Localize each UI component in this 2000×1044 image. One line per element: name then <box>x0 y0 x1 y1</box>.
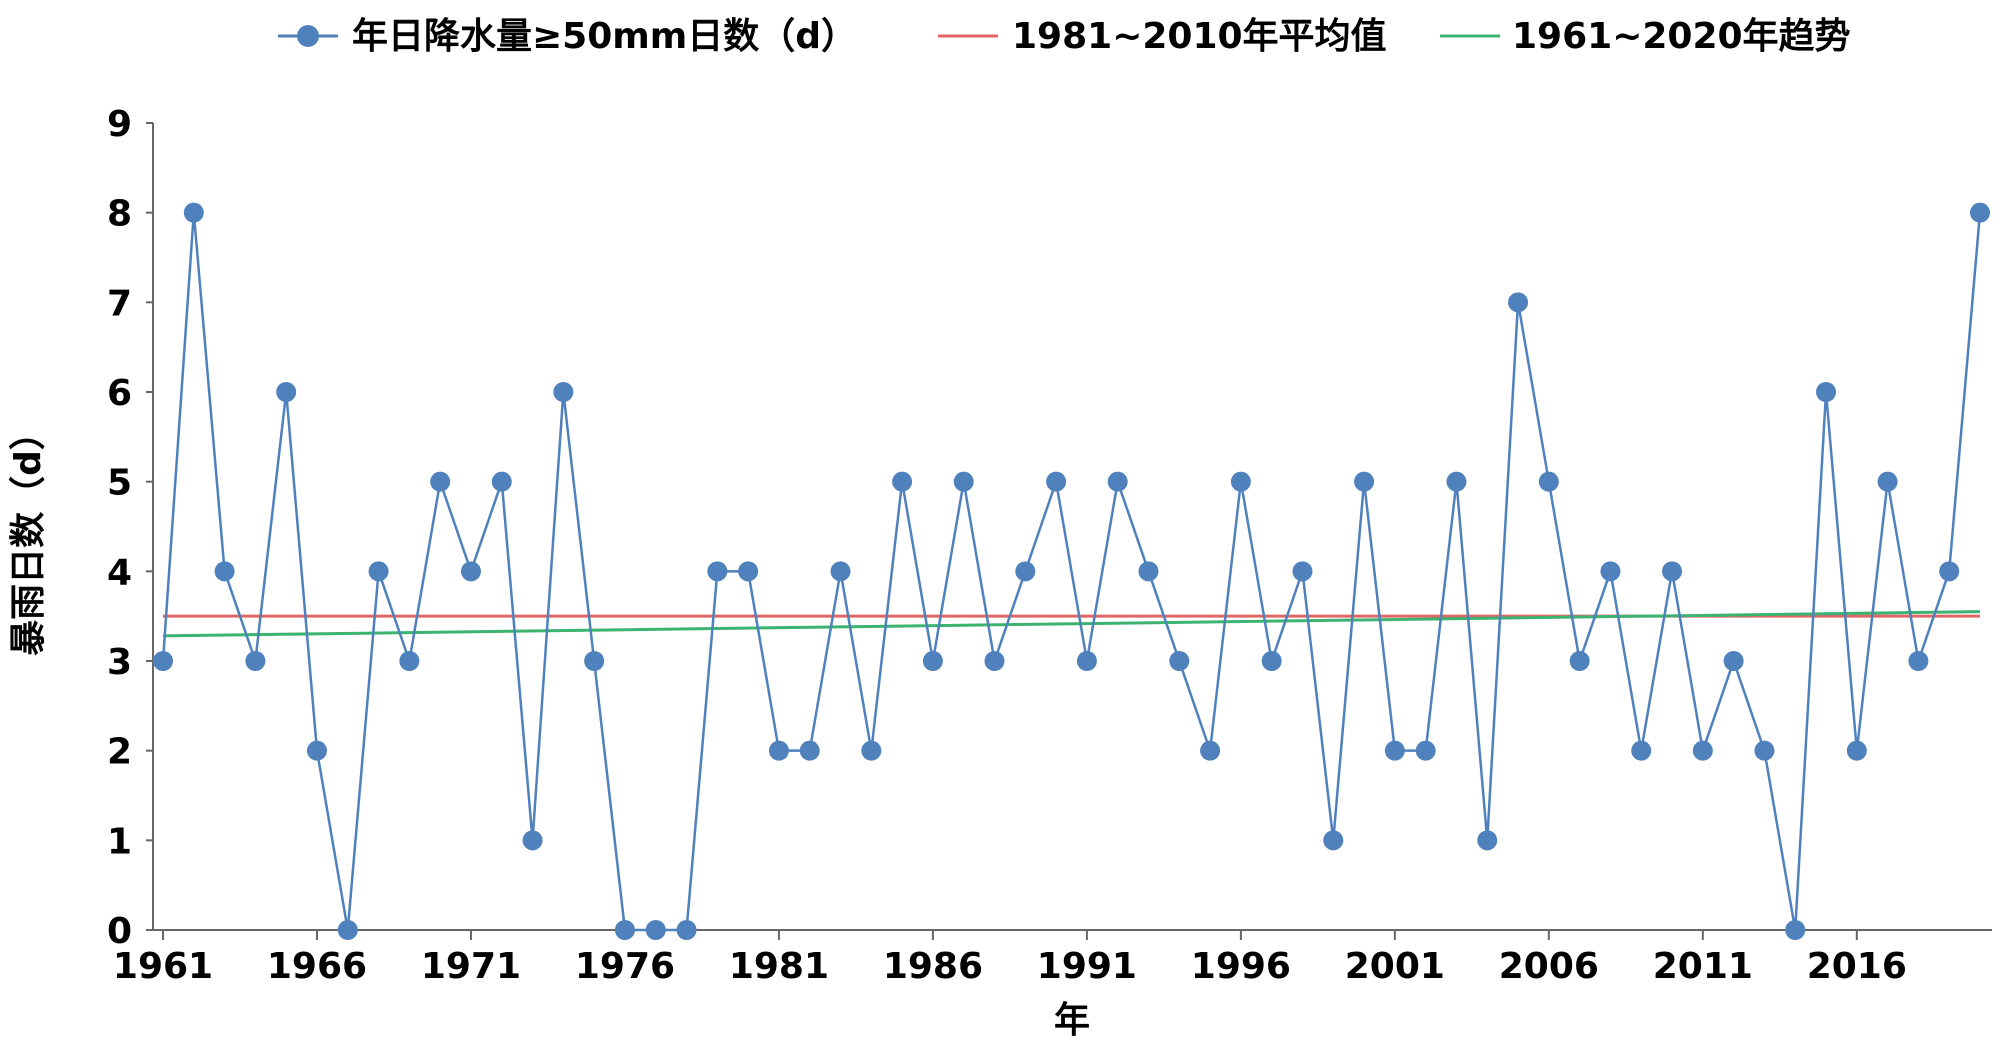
x-tick-label: 1996 <box>1191 946 1291 987</box>
data-point-1973 <box>522 830 543 851</box>
data-point-1991 <box>1076 651 1097 671</box>
data-point-1977 <box>645 920 666 940</box>
data-point-2007 <box>1569 651 1590 671</box>
legend: 年日降水量≥50mm日数（d） 1981~2010年平均值 1961~2020年… <box>278 16 1851 57</box>
data-point-2019 <box>1939 561 1960 582</box>
data-point-1978 <box>676 920 697 940</box>
legend-label-series-2: 1961~2020年趋势 <box>1512 16 1851 57</box>
data-point-1975 <box>584 651 605 671</box>
data-point-1964 <box>245 651 266 671</box>
x-tick-label: 1971 <box>421 946 521 987</box>
data-point-1996 <box>1230 471 1251 492</box>
legend-label-series-0: 年日降水量≥50mm日数（d） <box>352 16 857 57</box>
data-point-2004 <box>1477 830 1498 851</box>
trend-line <box>162 610 1981 638</box>
data-point-2020 <box>1970 202 1990 223</box>
data-point-1969 <box>399 651 420 671</box>
data-point-1971 <box>460 561 481 582</box>
data-point-1997 <box>1261 651 1282 671</box>
legend-item-series-1: 1981~2010年平均值 <box>938 16 1387 57</box>
data-point-1979 <box>707 561 728 582</box>
data-point-2009 <box>1631 740 1652 761</box>
data-point-1967 <box>337 920 358 940</box>
data-point-1988 <box>984 651 1005 671</box>
data-point-1989 <box>1015 561 1036 582</box>
data-point-1985 <box>892 471 913 492</box>
x-tick-label: 2016 <box>1807 946 1907 987</box>
data-point-1961 <box>153 651 173 671</box>
data-point-1968 <box>368 561 389 582</box>
y-tick-label: 4 <box>107 552 132 593</box>
data-point-1963 <box>214 561 235 582</box>
data-point-1970 <box>430 471 451 492</box>
data-point-1998 <box>1292 561 1313 582</box>
y-axis-title: 暴雨日数（d） <box>8 414 49 656</box>
data-point-2016 <box>1846 740 1867 761</box>
y-tick-label: 3 <box>107 642 132 683</box>
y-tick-label: 9 <box>107 104 132 145</box>
data-point-2014 <box>1785 920 1806 940</box>
legend-label-series-1: 1981~2010年平均值 <box>1012 16 1387 57</box>
x-axis-title: 年 <box>1054 1000 1090 1041</box>
y-tick-label: 6 <box>107 373 132 414</box>
data-point-1974 <box>553 382 574 402</box>
x-tick-label: 2006 <box>1499 946 1599 987</box>
data-point-1995 <box>1200 740 1221 761</box>
data-point-1999 <box>1323 830 1344 851</box>
y-tick-label: 5 <box>107 463 132 504</box>
data-point-2000 <box>1354 471 1375 492</box>
data-point-2011 <box>1692 740 1713 761</box>
y-tick-label: 2 <box>107 732 132 773</box>
data-point-1972 <box>491 471 512 492</box>
data-point-1986 <box>922 651 943 671</box>
data-point-1965 <box>276 382 297 402</box>
series-points <box>153 202 1990 940</box>
y-tick-label: 1 <box>107 821 132 862</box>
data-point-2002 <box>1415 740 1436 761</box>
legend-item-series-0: 年日降水量≥50mm日数（d） <box>278 16 857 57</box>
data-point-1994 <box>1169 651 1190 671</box>
x-tick-label: 1976 <box>575 946 675 987</box>
data-point-1966 <box>306 740 327 761</box>
data-point-2001 <box>1384 740 1405 761</box>
x-tick-label: 1961 <box>113 946 213 987</box>
x-ticks: 1961 1966 1971 1976 1981 1986 1991 1996 2001 2006… <box>113 930 1907 987</box>
series-line <box>161 212 1982 932</box>
data-point-2005 <box>1508 292 1529 313</box>
y-tick-label: 0 <box>107 911 132 952</box>
data-point-1993 <box>1138 561 1159 582</box>
data-point-1981 <box>768 740 789 761</box>
data-point-2010 <box>1662 561 1683 582</box>
data-point-1982 <box>799 740 820 761</box>
x-tick-label: 1986 <box>883 946 983 987</box>
data-point-1980 <box>738 561 759 582</box>
y-tick-label: 8 <box>107 194 132 235</box>
data-point-1992 <box>1107 471 1128 492</box>
y-tick-label: 7 <box>107 283 132 324</box>
x-tick-label: 2001 <box>1345 946 1445 987</box>
data-point-1976 <box>614 920 635 940</box>
data-point-2003 <box>1446 471 1467 492</box>
data-point-2012 <box>1723 651 1744 671</box>
data-point-2018 <box>1908 651 1929 671</box>
data-point-1990 <box>1046 471 1067 492</box>
x-tick-label: 1991 <box>1037 946 1137 987</box>
data-point-1962 <box>183 202 204 223</box>
legend-marker-series-0 <box>297 25 319 47</box>
data-point-2015 <box>1816 382 1837 402</box>
data-point-1984 <box>861 740 882 761</box>
data-point-2008 <box>1600 561 1621 582</box>
data-point-2013 <box>1754 740 1775 761</box>
y-ticks: 0 1 2 3 4 5 6 7 8 9 <box>107 104 153 952</box>
data-point-2017 <box>1877 471 1898 492</box>
data-point-2006 <box>1538 471 1559 492</box>
data-point-1987 <box>953 471 974 492</box>
x-tick-label: 1981 <box>729 946 829 987</box>
x-tick-label: 1966 <box>267 946 367 987</box>
legend-item-series-2: 1961~2020年趋势 <box>1440 16 1851 57</box>
x-tick-label: 2011 <box>1653 946 1753 987</box>
data-point-1983 <box>830 561 851 582</box>
